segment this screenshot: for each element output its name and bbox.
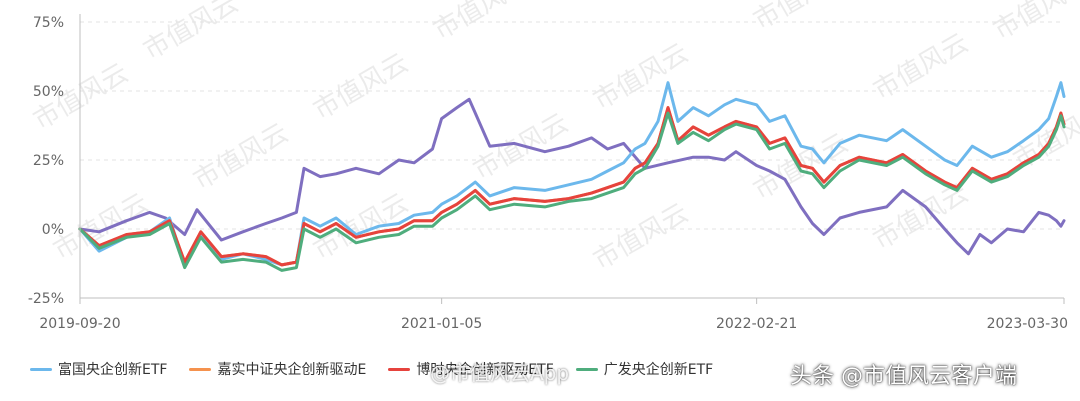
watermark-text: 市值风云 [309,188,414,266]
toutiao-watermark: 头条 @市值风云客户端 [790,364,1017,389]
x-tick-label: 2021-01-05 [401,316,482,332]
legend: 富国央企创新ETF 嘉实中证央企创新驱动E 博时央企创新驱动ETF 广发央企创新ETF [30,356,713,382]
legend-label: 广发央企创新ETF [603,362,714,378]
legend-swatch [388,367,411,371]
series-line [78,111,1066,272]
x-tick-label: 2022-02-21 [716,316,797,332]
y-tick-label: 75% [33,15,64,31]
legend-item[interactable]: 博时央企创新驱动ETF [388,359,554,379]
watermark-text: 市值风云 [189,118,294,196]
x-tick-label: 2019-09-20 [39,316,120,332]
watermark-text: 市值风云 [469,108,574,186]
y-tick-label: 0% [42,222,64,238]
watermark-text: 市值风云 [49,188,154,266]
axes: 75% 50% 25% 0% -25% 2019-09-20 2021-01-05 2022-… [28,14,1068,332]
weibo-watermark: @市值风云App [430,361,570,385]
watermark-text: 市值风云 [139,0,244,66]
x-tick-label: 2023-03-30 [987,316,1068,332]
watermark-text: 市值风云 [989,0,1080,46]
watermark-text: 市值风云 [429,0,534,46]
watermark-text: 市值风云 [589,198,694,276]
legend-label: 嘉实中证央企创新驱动E [217,362,367,378]
y-tick-label: 25% [33,153,64,169]
y-tick-label: -25% [28,291,64,307]
watermark-text: 市值风云 [869,28,974,106]
watermark-text: 市值风云 [749,0,854,36]
legend-item[interactable]: 嘉实中证央企创新驱动E [189,359,366,379]
legend-swatch [575,367,598,371]
y-tick-label: 50% [33,84,64,100]
chart-area: 市值风云 市值风云 市值风云 市值风云 市值风云 市值风云 市值风云 市值风云 市值风云 市值风云… [28,0,1080,332]
legend-label: 富国央企创新ETF [58,362,168,378]
legend-swatch [30,367,52,371]
series-line [78,97,1066,256]
watermark-text: 市值风云 [309,48,414,126]
legend-item[interactable]: 广发央企创新ETF [575,359,714,379]
legend-label: 博时央企创新驱动ETF [416,362,554,378]
legend-item[interactable]: 富国央企创新ETF [30,359,167,379]
series-line [78,106,1066,267]
series-line [78,106,1066,267]
series-lines [78,81,1066,272]
legend-swatch [189,367,212,371]
watermark-text: 市值风云 [589,38,694,116]
